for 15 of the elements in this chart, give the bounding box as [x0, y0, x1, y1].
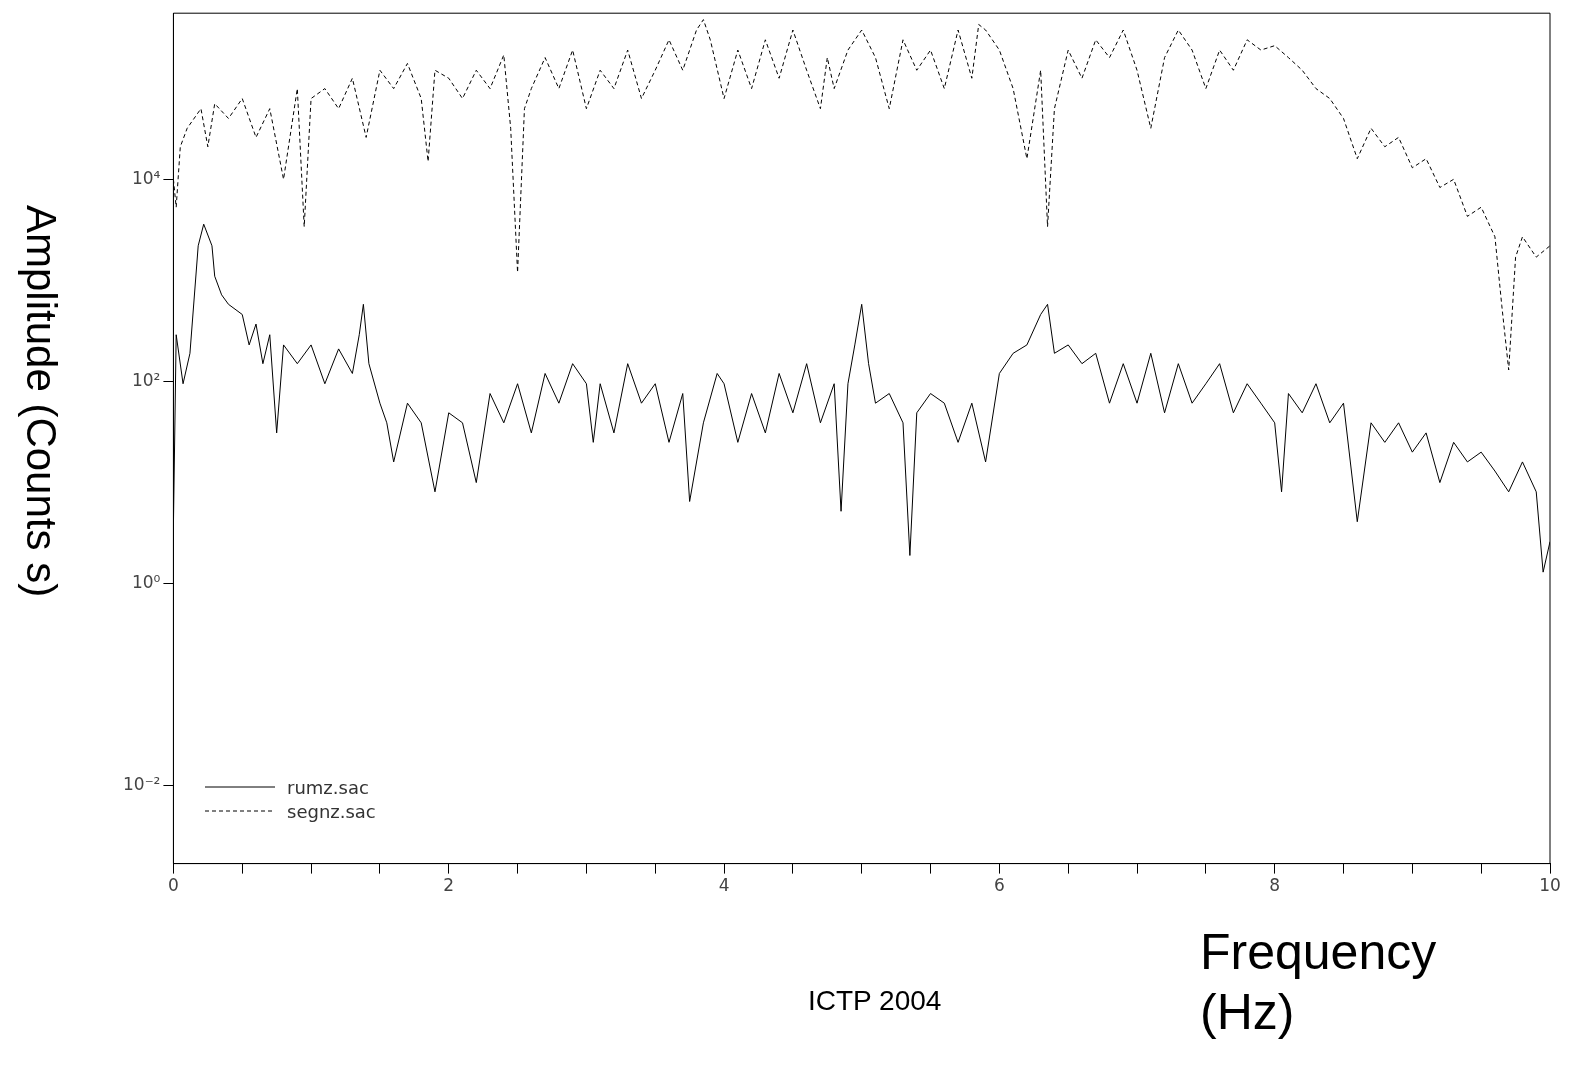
- y-axis-title: Amplitude (Counts s): [17, 205, 65, 598]
- legend-label: rumz.sac: [287, 776, 369, 798]
- y-tick-label: 10⁴: [131, 167, 161, 188]
- y-tick-label: 10⁰: [131, 572, 161, 593]
- legend-label: segnz.sac: [287, 800, 376, 822]
- text: ICTP 2004: [808, 985, 942, 1017]
- x-tick-label: 2: [443, 875, 455, 896]
- x-tick-label: 10: [1539, 875, 1561, 896]
- x-tick-label: 0: [168, 875, 179, 896]
- x-axis-title: Frequency (Hz): [1200, 923, 1438, 1042]
- x-tick-label: 4: [718, 875, 730, 896]
- x-tick-label: 6: [993, 875, 1005, 896]
- y-tick-label: 10⁻²: [123, 774, 161, 795]
- y-tick-label: 10²: [131, 369, 161, 390]
- x-tick-label: 8: [1269, 875, 1281, 896]
